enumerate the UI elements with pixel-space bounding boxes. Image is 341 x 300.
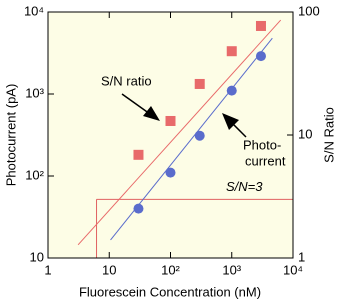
arrow-line: [121, 93, 151, 115]
marker: [165, 167, 176, 178]
y-tick-label: 10³: [25, 85, 44, 100]
x-axis-label: Fluorescein Concentration (nM): [79, 284, 261, 299]
marker: [194, 78, 205, 89]
marker: [133, 149, 144, 160]
marker: [226, 85, 237, 96]
y2-tick-label: 100: [298, 3, 320, 18]
fit-line: [77, 19, 282, 246]
x-tick-label: 10²: [161, 262, 180, 277]
marker: [255, 20, 266, 31]
y2-tick-label: 10: [298, 126, 312, 141]
annotation: Photo-: [243, 137, 281, 152]
x-tick-label: 10: [102, 262, 116, 277]
annotation: current: [245, 153, 286, 168]
marker: [255, 51, 266, 62]
annotation: S/N ratio: [101, 73, 152, 88]
y-tick-label: 10: [30, 249, 44, 264]
arrow-head: [222, 113, 239, 130]
y2-axis-label: S/N Ratio: [321, 107, 336, 163]
x-tick-label: 1: [44, 262, 51, 277]
y-axis-label: Photocurrent (pA): [3, 84, 18, 187]
x-tick-label: 10⁴: [283, 262, 303, 277]
plot-area: [48, 12, 293, 258]
arrow-head: [143, 106, 160, 121]
x-tick-label: 10³: [222, 262, 241, 277]
y-tick-label: 10²: [25, 167, 44, 182]
marker: [133, 203, 144, 214]
marker: [226, 46, 237, 57]
marker: [165, 115, 176, 126]
threshold-label: S/N=3: [226, 179, 263, 194]
marker: [194, 130, 205, 141]
y-tick-label: 10⁴: [24, 3, 44, 18]
y2-tick-label: 1: [298, 249, 305, 264]
